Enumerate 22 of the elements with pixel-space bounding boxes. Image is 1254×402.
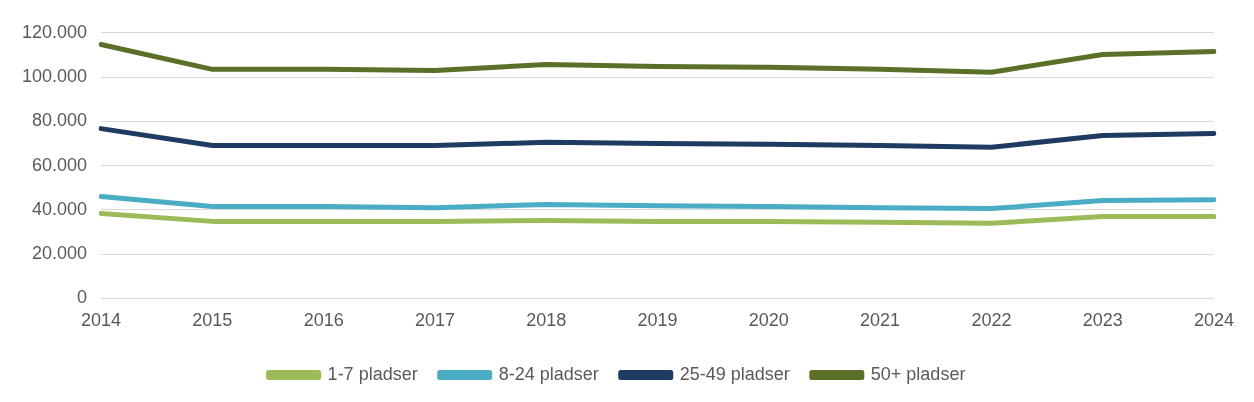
x-tick-label: 2022 — [971, 310, 1012, 331]
x-tick-label: 2023 — [1082, 310, 1123, 331]
x-tick-label: 2021 — [860, 310, 901, 331]
x-tick-label: 2015 — [192, 310, 233, 331]
y-tick-label: 20.000 — [32, 243, 88, 264]
legend-label: 8-24 pladser — [498, 363, 599, 384]
y-tick-label: 80.000 — [32, 110, 88, 131]
x-tick-label: 2019 — [637, 310, 678, 331]
x-tick-label: 2024 — [1193, 310, 1234, 331]
x-tick-label: 2018 — [526, 310, 567, 331]
y-tick-label: 120.000 — [21, 21, 88, 42]
x-tick-label: 2020 — [748, 310, 789, 331]
legend-label: 50+ pladser — [870, 363, 966, 384]
legend-label: 1-7 pladser — [327, 363, 418, 384]
y-tick-label: 0 — [77, 287, 88, 308]
y-tick-label: 40.000 — [32, 198, 88, 219]
x-tick-label: 2014 — [81, 310, 122, 331]
x-tick-label: 2017 — [414, 310, 455, 331]
y-tick-label: 60.000 — [32, 154, 88, 175]
legend-label: 25-49 pladser — [679, 363, 790, 384]
x-tick-label: 2016 — [303, 310, 344, 331]
y-tick-label: 100.000 — [21, 66, 88, 87]
